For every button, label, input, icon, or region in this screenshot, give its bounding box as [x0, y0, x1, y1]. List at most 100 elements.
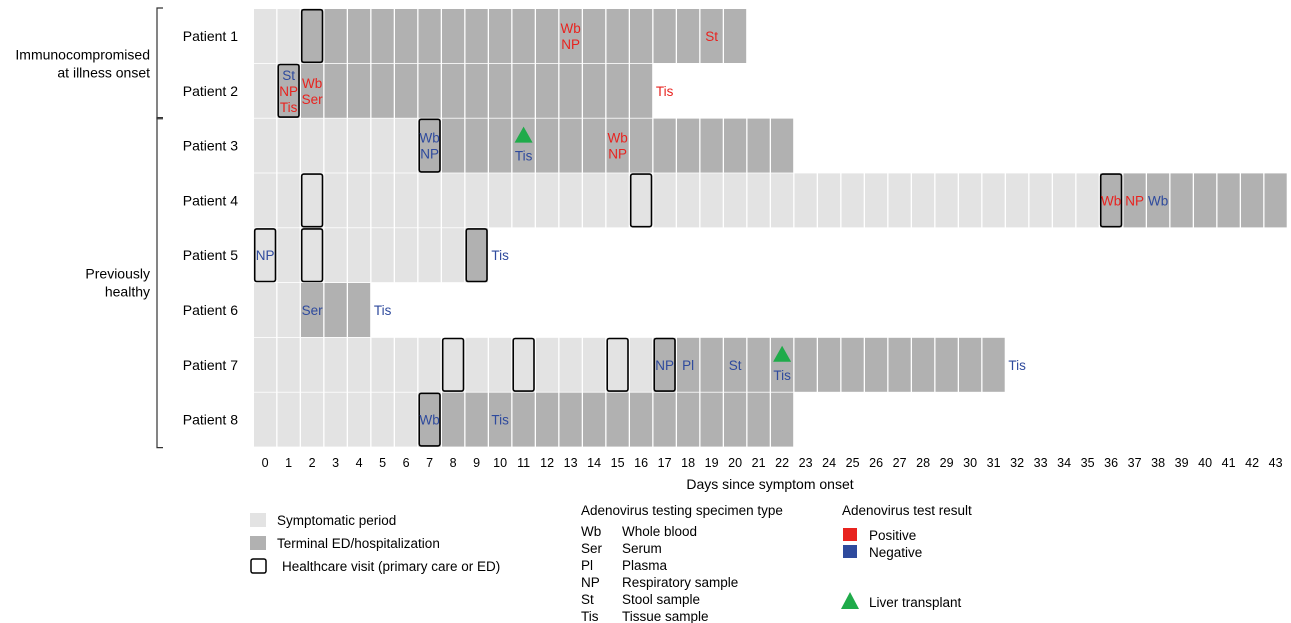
patient-7-symptomatic-day-12: [536, 337, 559, 392]
patient-3-terminal-day-17: [653, 118, 676, 173]
patient-4-symptomatic-day-29: [935, 173, 958, 228]
patient-2-terminal-day-8: [442, 63, 465, 118]
x-tick-6: 6: [403, 456, 410, 470]
patient-7-terminal-day-23: [794, 337, 817, 392]
patient-7-symptomatic-day-1: [277, 337, 300, 392]
patient-8-terminal-day-7: [418, 392, 441, 447]
patient-2-terminal-day-5: [371, 63, 394, 118]
patient-4-symptomatic-day-3: [324, 173, 347, 228]
patient-1-terminal-day-9: [465, 9, 488, 63]
patient-8-terminal-day-16: [630, 392, 653, 447]
x-tick-35: 35: [1081, 456, 1095, 470]
patient-7-symptomatic-day-7: [418, 337, 441, 392]
patient-7-symptomatic-day-10: [489, 337, 512, 392]
patient-4-symptomatic-day-20: [724, 173, 747, 228]
patient-4-symptomatic-day-27: [888, 173, 911, 228]
patient-1-test-wb-day-13: Wb: [560, 21, 580, 36]
patient-4-terminal-day-41: [1217, 173, 1240, 228]
patient-4-symptomatic-day-35: [1076, 173, 1099, 228]
patient-4-symptomatic-day-0: [254, 173, 277, 228]
legend-specimen-label-tis: Tissue sample: [622, 609, 709, 623]
x-tick-25: 25: [846, 456, 860, 470]
legend-transplant-label: Liver transplant: [869, 595, 962, 610]
patient-3-terminal-day-15: [606, 118, 629, 173]
patient-5-symptomatic-day-2: [301, 228, 324, 283]
patient-8-symptomatic-day-4: [348, 392, 371, 447]
patient-4-symptomatic-day-34: [1053, 173, 1076, 228]
legend-specimen-code-ser: Ser: [581, 541, 603, 556]
x-tick-5: 5: [379, 456, 386, 470]
legend-specimen-code-pl: Pl: [581, 558, 593, 573]
patient-3-symptomatic-day-3: [324, 118, 347, 173]
x-tick-31: 31: [987, 456, 1001, 470]
patient-2-visit-day-1: [277, 63, 300, 118]
patient-1-test-st-day-19: St: [705, 29, 718, 44]
patient-1-terminal-day-19: [700, 9, 723, 63]
patient-8-terminal-day-20: [724, 392, 747, 447]
patient-7-symptomatic-day-13: [559, 337, 582, 392]
patient-3-test-np-day-7: NP: [420, 147, 439, 162]
patient-8-terminal-day-18: [677, 392, 700, 447]
patient-8-symptomatic-day-1: [277, 392, 300, 447]
patient-2-test-ser-day-2: Ser: [302, 92, 324, 107]
legend-specimen-code-np: NP: [581, 575, 600, 590]
patient-6-terminal-day-4: [348, 283, 371, 337]
x-tick-39: 39: [1175, 456, 1189, 470]
patient-7-terminal-day-19: [700, 337, 723, 392]
patient-3-label: Patient 3: [183, 138, 238, 154]
x-tick-18: 18: [681, 456, 695, 470]
patient-6-terminal-day-2: [301, 283, 324, 337]
patient-1-terminal-day-7: [418, 9, 441, 63]
patient-2-test-st-day-1: St: [282, 68, 295, 83]
legend-specimen-label-ser: Serum: [622, 541, 662, 556]
patient-1-label: Patient 1: [183, 28, 238, 44]
patient-7-symptomatic-day-2: [301, 337, 324, 392]
patient-7-test-tis-day-32: Tis: [1008, 358, 1026, 373]
patient-2-terminal-day-14: [583, 63, 606, 118]
patient-4-symptomatic-day-13: [559, 173, 582, 228]
x-tick-1: 1: [285, 456, 292, 470]
legend: Symptomatic period Terminal ED/hospitaliz…: [250, 503, 972, 623]
x-tick-21: 21: [752, 456, 766, 470]
patient-3-symptomatic-day-5: [371, 118, 394, 173]
patient-8-terminal-day-22: [771, 392, 794, 447]
patient-3-terminal-day-12: [536, 118, 559, 173]
patient-1-terminal-day-11: [512, 9, 535, 63]
legend-label-terminal: Terminal ED/hospitalization: [277, 536, 440, 551]
patient-2-terminal-day-16: [630, 63, 653, 118]
patient-5-symptomatic-day-0: [254, 228, 277, 283]
patient-6-label: Patient 6: [183, 302, 238, 318]
patient-2-terminal-day-2: [301, 63, 324, 118]
x-tick-13: 13: [564, 456, 578, 470]
legend-specimen-code-wb: Wb: [581, 524, 601, 539]
legend-transplant-marker: [841, 592, 859, 609]
patient-7-terminal-day-29: [935, 337, 958, 392]
patient-8-terminal-day-9: [465, 392, 488, 447]
patient-4-symptomatic-day-31: [982, 173, 1005, 228]
x-tick-27: 27: [893, 456, 907, 470]
legend-swatch-visit: [250, 558, 267, 574]
x-tick-14: 14: [587, 456, 601, 470]
patient-7-visit-day-11: [512, 337, 535, 392]
patient-4-symptomatic-day-28: [912, 173, 935, 228]
patient-3-terminal-day-19: [700, 118, 723, 173]
patient-7-label: Patient 7: [183, 357, 238, 373]
patient-2-terminal-day-4: [348, 63, 371, 118]
patient-7-symptomatic-day-9: [465, 337, 488, 392]
patient-8-symptomatic-day-2: [301, 392, 324, 447]
patient-5-test-np-day-0: NP: [256, 248, 275, 263]
legend-specimen-title: Adenovirus testing specimen type: [581, 503, 783, 518]
patient-7-terminal-day-31: [982, 337, 1005, 392]
patient-1-terminal-day-6: [395, 9, 418, 63]
patient-4-symptomatic-day-11: [512, 173, 535, 228]
patient-7-visit-day-15: [606, 337, 629, 392]
legend-label-symptomatic: Symptomatic period: [277, 513, 396, 528]
patient-3-test-np-day-15: NP: [608, 147, 627, 162]
patient-5-symptomatic-day-4: [348, 228, 371, 283]
x-tick-30: 30: [963, 456, 977, 470]
legend-specimen-label-st: Stool sample: [622, 592, 700, 607]
x-tick-22: 22: [775, 456, 789, 470]
x-tick-42: 42: [1245, 456, 1259, 470]
x-tick-15: 15: [611, 456, 625, 470]
